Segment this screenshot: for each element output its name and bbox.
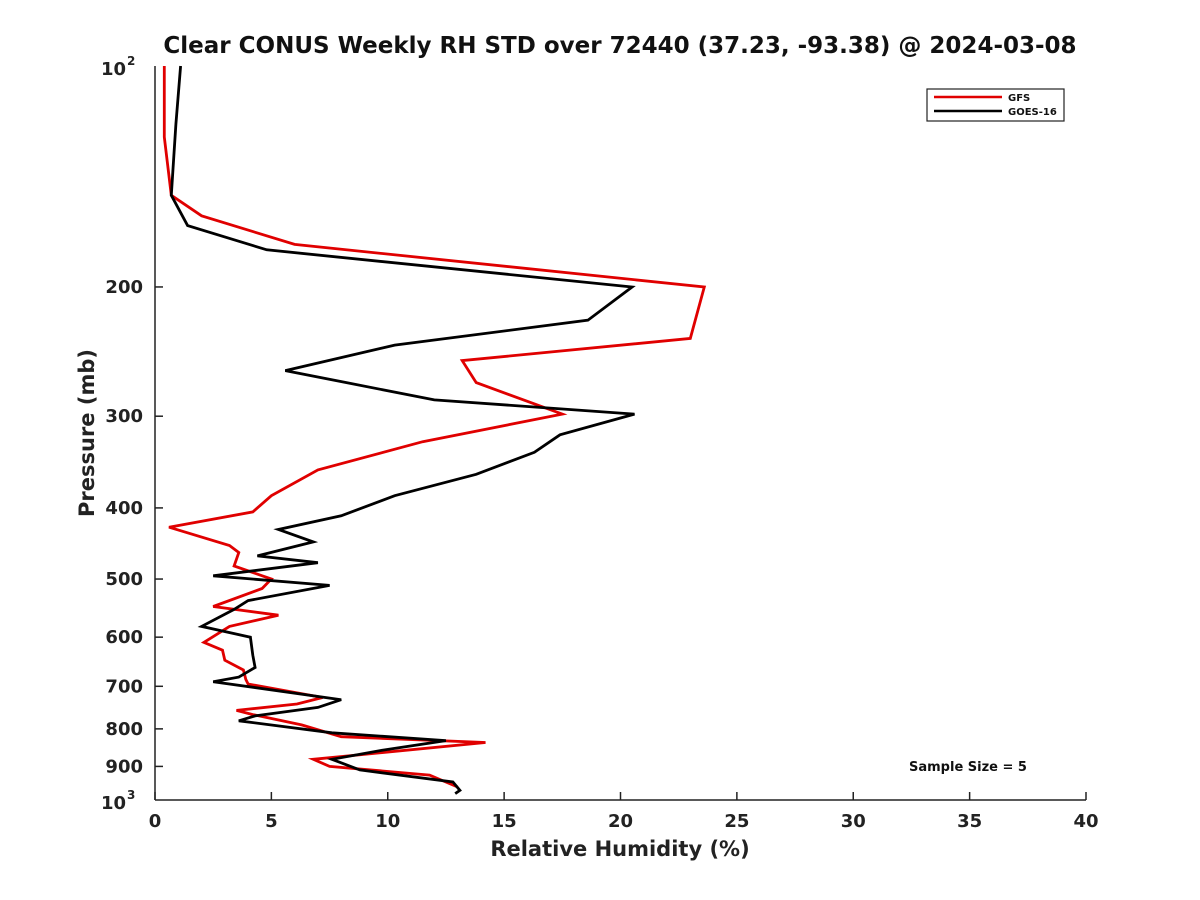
x-tick-label: 20 [608,811,633,832]
series-line-gfs [162,66,707,789]
sample-size-annotation: Sample Size = 5 [909,760,1027,775]
y-tick-label: 900 [105,756,143,777]
y-tick-label: 500 [105,569,143,590]
legend: GFS GOES-16 [926,88,1065,122]
series-layer [162,65,707,795]
y-edge-tick-exponent: 2 [127,54,135,68]
legend-label-goes16: GOES-16 [1008,107,1057,118]
y-tick-label: 800 [105,719,143,740]
y-tick-label: 300 [105,406,143,427]
series-line-goes16 [169,65,636,795]
y-tick-label: 700 [105,676,143,697]
x-tick-label: 25 [724,811,749,832]
x-tick-label: 30 [841,811,866,832]
x-tick-label: 40 [1073,811,1098,832]
x-tick-label: 10 [375,811,400,832]
x-tick-label: 15 [492,811,517,832]
y-axis-label: Pressure (mb) [75,349,99,517]
y-edge-tick-label: 10 [101,59,126,80]
chart-title: Clear CONUS Weekly RH STD over 72440 (37… [163,33,1076,59]
x-ticks: 0 5 10 15 20 25 30 35 40 [149,792,1099,832]
x-axis-label: Relative Humidity (%) [490,837,749,861]
x-tick-label: 5 [265,811,278,832]
y-edge-tick-exponent: 3 [127,788,135,802]
y-edge-tick-label: 10 [101,793,126,814]
legend-box [926,88,1065,122]
y-tick-label: 200 [105,277,143,298]
x-tick-label: 35 [957,811,982,832]
legend-label-gfs: GFS [1008,93,1030,104]
x-tick-label: 0 [149,811,162,832]
y-tick-label: 400 [105,498,143,519]
y-tick-label: 600 [105,627,143,648]
